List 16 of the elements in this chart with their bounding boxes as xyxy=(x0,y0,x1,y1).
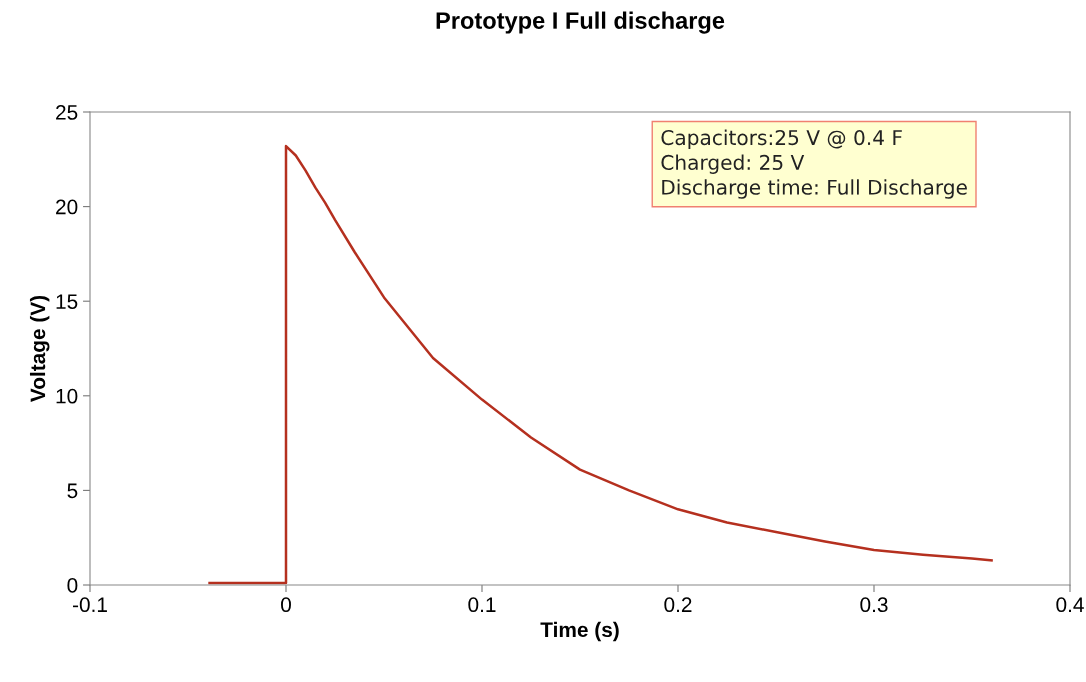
x-tick-label: 0.3 xyxy=(860,597,888,613)
x-tick-label: -0.1 xyxy=(72,597,107,613)
y-axis-title: Voltage (V) xyxy=(29,295,50,402)
x-tick-label: 0.1 xyxy=(468,597,496,613)
chart-title: Prototype I Full discharge xyxy=(436,11,725,34)
y-tick-label: 0 xyxy=(67,578,78,593)
y-tick-label: 25 xyxy=(56,105,78,120)
annotation: Capacitors:25 V @ 0.4 F Charged: 25 V Discharge time: Full Discharge xyxy=(661,129,967,199)
y-tick-label: 10 xyxy=(56,388,78,404)
x-axis-title: Time (s) xyxy=(540,621,619,642)
x-tick-label: 0.4 xyxy=(1056,597,1084,613)
y-tick-label: 5 xyxy=(67,483,78,499)
y-tick-label: 20 xyxy=(56,199,78,215)
x-tick-label: 0.2 xyxy=(664,597,692,613)
y-tick-label: 15 xyxy=(56,294,78,309)
x-tick-label: 0 xyxy=(281,597,291,613)
